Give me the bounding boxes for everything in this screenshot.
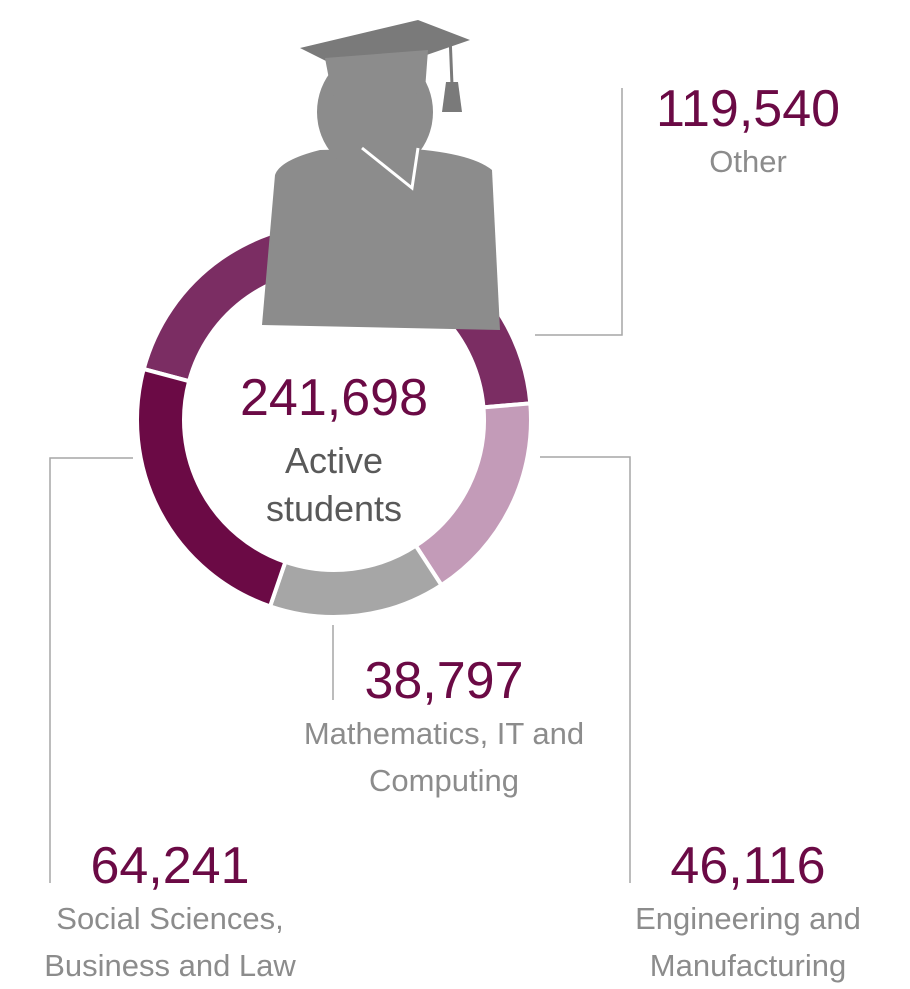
center-total: 241,698 xyxy=(240,369,428,427)
donut-segment xyxy=(135,366,288,609)
category-label: Other xyxy=(709,144,787,179)
value-label: 64,241 xyxy=(90,837,250,895)
category-label: Engineering and Manufacturing xyxy=(635,901,861,983)
donut-segment xyxy=(267,542,445,619)
center-label: Active students xyxy=(265,440,403,529)
category-label: Social Sciences, Business and Law xyxy=(44,901,296,983)
graduate-icon xyxy=(262,20,500,330)
value-label: 38,797 xyxy=(364,652,524,710)
leader-lines xyxy=(49,88,631,883)
value-label: 119,540 xyxy=(655,80,841,138)
value-label: 46,116 xyxy=(670,837,826,895)
category-label: Mathematics, IT and Computing xyxy=(303,716,585,798)
